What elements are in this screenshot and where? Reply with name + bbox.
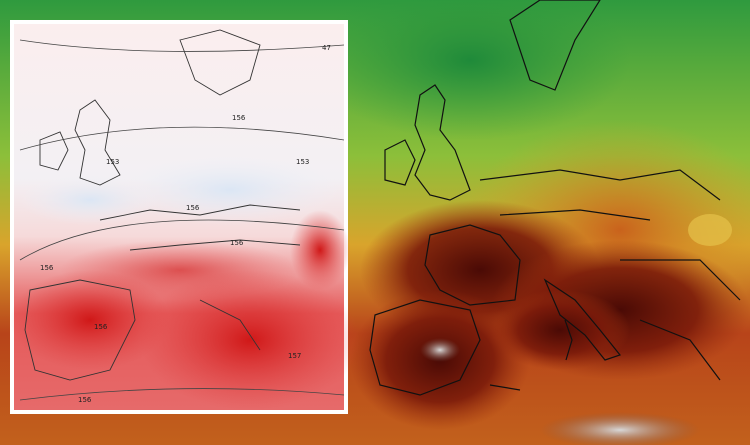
isobar [19, 388, 345, 401]
contour-label: 156 [78, 396, 92, 404]
heat-anomaly [60, 240, 300, 300]
highland-zone [688, 214, 732, 246]
borders [479, 169, 741, 381]
extreme-zone [540, 412, 700, 445]
cool-anomaly [120, 155, 340, 225]
france-outline [424, 224, 521, 306]
scandinavia-outline [509, 0, 601, 91]
cool-zone [310, 0, 630, 140]
contour-labels: 47 156 153 153 156 156 156 156 157 156 [40, 44, 331, 404]
inset-scandinavia [179, 29, 261, 96]
inset-iberia [24, 279, 136, 381]
contour-label: 156 [40, 264, 54, 272]
britain-outline [414, 84, 471, 201]
cool-anomaly [20, 175, 160, 225]
heat-anomaly [290, 210, 350, 290]
ireland-outline [384, 139, 416, 186]
contour-label: 157 [288, 352, 301, 360]
isobar [19, 126, 345, 151]
contour-label: 156 [94, 323, 108, 331]
isobar [19, 39, 345, 52]
heat-anomaly [140, 270, 360, 410]
contour-label: 156 [186, 204, 200, 212]
hot-zone [490, 290, 630, 370]
inset-coastlines [24, 29, 301, 381]
contour-label: 153 [106, 158, 119, 166]
inset-map: 47 156 153 153 156 156 156 156 157 156 [10, 20, 360, 414]
contour-label: 156 [232, 114, 246, 122]
inset-borders [99, 204, 301, 351]
contour-label: 156 [230, 239, 244, 247]
isobars [19, 39, 345, 401]
coastlines [369, 0, 741, 396]
italy-outline [543, 278, 622, 361]
extreme-zone [420, 338, 460, 362]
isobar [19, 219, 345, 261]
inset-britain [74, 99, 121, 186]
contour-label: 47 [322, 44, 331, 52]
islands [489, 319, 573, 391]
inset-ireland [39, 131, 69, 171]
contour-label: 153 [296, 158, 309, 166]
iberia-outline [369, 299, 481, 396]
